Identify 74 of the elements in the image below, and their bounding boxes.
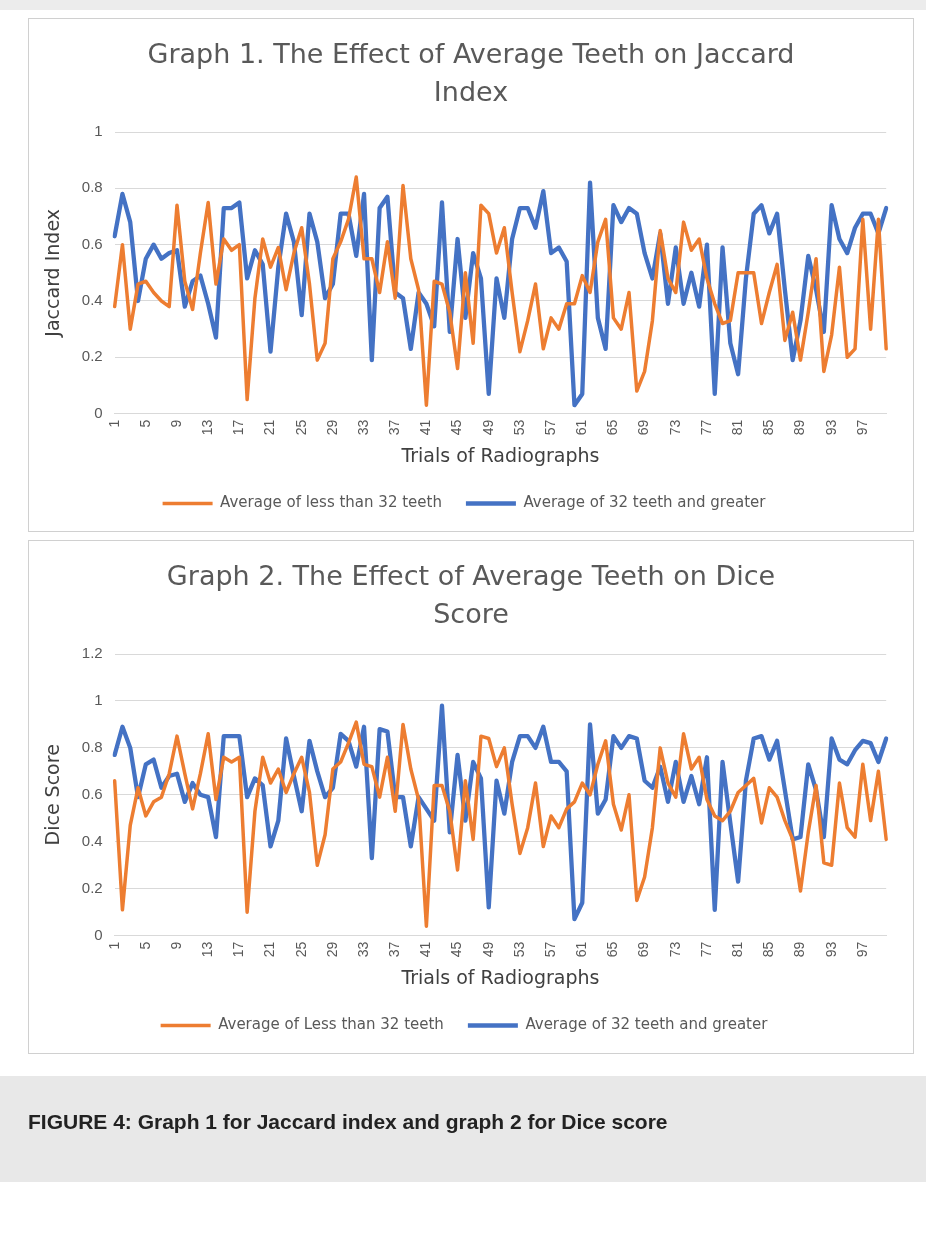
y-tick-label: 0	[94, 403, 103, 421]
x-tick-label: 41	[417, 941, 434, 958]
x-tick-label: 93	[822, 419, 839, 436]
x-tick-label: 33	[354, 419, 371, 436]
y-tick-label: 0.6	[81, 234, 103, 252]
y-axis-title: Jaccard Index	[41, 208, 64, 338]
x-axis-title: Trials of Radiographs	[400, 965, 600, 988]
x-tick-label: 29	[323, 941, 340, 958]
caption: FIGURE 4: Graph 1 for Jaccard index and graph 2 for Dice score	[0, 1076, 926, 1182]
x-tick-label: 25	[292, 941, 309, 958]
y-tick-label: 0.2	[81, 878, 103, 896]
x-tick-label: 93	[822, 941, 839, 958]
x-tick-label: 73	[666, 419, 683, 436]
chart-title: Graph 1. The Effect of Average Teeth on Jaccard Index	[146, 37, 796, 109]
x-axis-title: Trials of Radiographs	[400, 443, 600, 466]
x-tick-label: 45	[448, 941, 465, 958]
legend-label: Average of 32 teeth and greater	[523, 493, 767, 512]
y-axis-title: Dice Score	[41, 744, 64, 846]
x-tick-label: 85	[760, 941, 777, 958]
y-tick-label: 0.8	[81, 738, 103, 756]
x-tick-label: 9	[167, 941, 184, 950]
y-tick-label: 0.8	[81, 178, 103, 196]
x-tick-label: 81	[728, 941, 745, 958]
x-tick-label: 97	[853, 941, 870, 958]
x-tick-label: 37	[386, 419, 403, 436]
chart-title: Graph 2. The Effect of Average Teeth on Dice Score	[165, 559, 777, 631]
x-tick-label: 17	[230, 941, 247, 958]
x-tick-label: 9	[167, 419, 184, 428]
y-tick-label: 1	[94, 122, 103, 140]
x-tick-label: 53	[510, 941, 527, 958]
x-tick-label: 57	[541, 419, 558, 436]
x-tick-label: 21	[261, 419, 278, 436]
legend-label: Average of less than 32 teeth	[220, 493, 442, 512]
x-tick-label: 89	[791, 419, 808, 436]
x-tick-label: 37	[386, 941, 403, 958]
x-tick-label: 77	[697, 419, 714, 436]
x-tick-label: 49	[479, 419, 496, 436]
x-tick-label: 41	[417, 419, 434, 436]
y-tick-label: 0.4	[81, 831, 103, 849]
x-tick-label: 25	[292, 419, 309, 436]
y-tick-label: 0.2	[81, 347, 103, 365]
x-tick-label: 45	[448, 419, 465, 436]
x-tick-label: 29	[323, 419, 340, 436]
y-tick-label: 0.6	[81, 784, 103, 802]
x-tick-label: 1	[105, 941, 122, 950]
y-tick-label: 0.4	[81, 291, 103, 309]
x-tick-label: 5	[136, 941, 153, 950]
x-tick-label: 33	[354, 941, 371, 958]
x-tick-label: 61	[573, 941, 590, 958]
x-tick-label: 5	[136, 419, 153, 428]
x-tick-label: 77	[697, 941, 714, 958]
x-tick-label: 73	[666, 941, 683, 958]
x-tick-label: 69	[635, 419, 652, 436]
x-tick-label: 65	[604, 419, 621, 436]
x-tick-label: 21	[261, 941, 278, 958]
x-tick-label: 57	[541, 941, 558, 958]
legend-label: Average of Less than 32 teeth	[218, 1015, 444, 1034]
x-tick-label: 13	[199, 419, 216, 436]
x-tick-label: 61	[573, 419, 590, 436]
x-tick-label: 49	[479, 941, 496, 958]
x-tick-label: 85	[760, 419, 777, 436]
x-tick-label: 65	[604, 941, 621, 958]
x-tick-label: 1	[105, 419, 122, 428]
x-tick-label: 17	[230, 419, 247, 436]
legend-label: Average of 32 teeth and greater	[525, 1015, 769, 1034]
x-tick-label: 69	[635, 941, 652, 958]
x-tick-label: 13	[199, 941, 216, 958]
x-tick-label: 89	[791, 941, 808, 958]
x-tick-label: 97	[853, 419, 870, 436]
y-tick-label: 0	[94, 925, 103, 943]
x-tick-label: 53	[510, 419, 527, 436]
y-tick-label: 1	[94, 691, 103, 709]
y-tick-label: 1.2	[81, 644, 103, 662]
x-tick-label: 81	[728, 419, 745, 436]
